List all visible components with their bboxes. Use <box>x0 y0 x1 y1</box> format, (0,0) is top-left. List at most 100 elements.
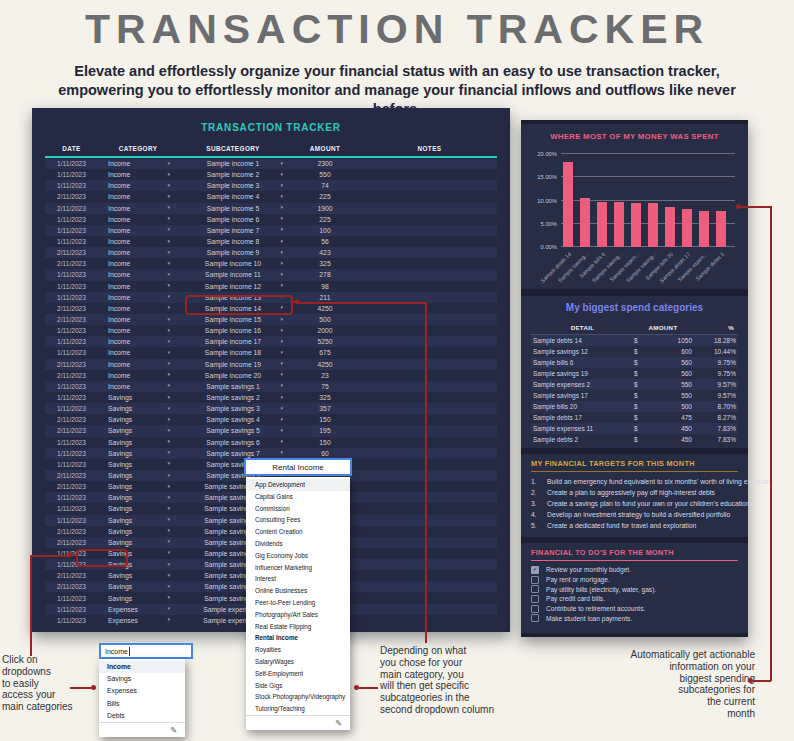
cell-category[interactable]: Income▾ <box>98 316 178 323</box>
cell-date[interactable]: 2/11/2023 <box>45 416 98 423</box>
subcategory-option[interactable]: Influencer Marketing <box>246 562 350 574</box>
cell-date[interactable]: 1/11/2023 <box>45 182 98 189</box>
dropdown-arrow-icon[interactable]: ▾ <box>280 161 283 166</box>
cell-category[interactable]: Income▾ <box>98 182 178 189</box>
cell-amount[interactable]: 195 <box>288 427 362 434</box>
cell-date[interactable]: 1/11/2023 <box>45 216 98 223</box>
cell-amount[interactable]: 100 <box>288 227 362 234</box>
cell-notes[interactable] <box>362 437 497 448</box>
category-option[interactable]: Savings <box>99 673 185 685</box>
cell-notes[interactable] <box>362 314 497 325</box>
cell-category[interactable]: Savings▾ <box>98 483 178 490</box>
cell-category[interactable]: Savings▾ <box>98 583 178 590</box>
cell-amount[interactable]: 325 <box>288 260 362 267</box>
dropdown-arrow-icon[interactable]: ▾ <box>167 295 170 300</box>
dropdown-arrow-icon[interactable]: ▾ <box>167 350 170 355</box>
dropdown-arrow-icon[interactable]: ▾ <box>280 317 283 322</box>
subcategory-option[interactable]: Rental Income <box>246 632 350 644</box>
subcategory-option[interactable]: Side Gigs <box>246 680 350 692</box>
cell-category[interactable]: Income▾ <box>98 171 178 178</box>
cell-subcategory[interactable]: Sample income 8▾ <box>178 238 288 245</box>
cell-category[interactable]: Income▾ <box>98 294 178 301</box>
cell-category[interactable]: Savings▾ <box>98 572 178 579</box>
cell-notes[interactable] <box>362 526 497 537</box>
cell-category[interactable]: Income▾ <box>98 205 178 212</box>
cell-date[interactable]: 1/11/2023 <box>45 505 98 512</box>
cell-notes[interactable] <box>362 492 497 503</box>
dropdown-arrow-icon[interactable]: ▾ <box>280 417 283 422</box>
todo-checkbox[interactable] <box>531 614 539 622</box>
cell-category[interactable]: Savings▾ <box>98 439 178 446</box>
cell-subcategory[interactable]: Sample savings 3▾ <box>178 405 288 412</box>
dropdown-arrow-icon[interactable]: ▾ <box>280 406 283 411</box>
cell-category[interactable]: Income▾ <box>98 372 178 379</box>
dropdown-arrow-icon[interactable]: ▾ <box>167 406 170 411</box>
cell-date[interactable]: 2/11/2023 <box>45 539 98 546</box>
cell-amount[interactable]: 225 <box>288 193 362 200</box>
dropdown-arrow-icon[interactable]: ▾ <box>280 428 283 433</box>
cell-date[interactable]: 2/11/2023 <box>45 472 98 479</box>
cell-subcategory[interactable]: Sample savings 6▾ <box>178 439 288 446</box>
subcategory-option[interactable]: Self-Employment <box>246 668 350 680</box>
cell-notes[interactable] <box>362 448 497 459</box>
cell-category[interactable]: Income▾ <box>98 338 178 345</box>
cell-subcategory[interactable]: Sample income 9▾ <box>178 249 288 256</box>
cell-date[interactable]: 1/11/2023 <box>45 439 98 446</box>
cell-category[interactable]: Income▾ <box>98 193 178 200</box>
cell-date[interactable]: 1/11/2023 <box>45 595 98 602</box>
cell-subcategory[interactable]: Sample income 7▾ <box>178 227 288 234</box>
edit-pencil-icon[interactable]: ✎ <box>170 725 177 735</box>
dropdown-arrow-icon[interactable]: ▾ <box>167 606 170 611</box>
cell-category[interactable]: Savings▾ <box>98 450 178 457</box>
cell-date[interactable]: 1/11/2023 <box>45 394 98 401</box>
cell-notes[interactable] <box>362 615 497 626</box>
cell-date[interactable]: 1/11/2023 <box>45 327 98 334</box>
cell-category[interactable]: Savings▾ <box>98 394 178 401</box>
cell-category[interactable]: Income▾ <box>98 305 178 312</box>
dropdown-arrow-icon[interactable]: ▾ <box>167 529 170 534</box>
category-option[interactable]: Expenses <box>99 685 185 697</box>
dropdown-arrow-icon[interactable]: ▾ <box>167 272 170 277</box>
cell-amount[interactable]: 150 <box>288 439 362 446</box>
cell-category[interactable]: Income▾ <box>98 271 178 278</box>
cell-category[interactable]: Savings▾ <box>98 405 178 412</box>
cell-subcategory[interactable]: Sample income 18▾ <box>178 349 288 356</box>
dropdown-arrow-icon[interactable]: ▾ <box>167 439 170 444</box>
cell-notes[interactable] <box>362 236 497 247</box>
dropdown-arrow-icon[interactable]: ▾ <box>280 283 283 288</box>
cell-amount[interactable]: 74 <box>288 182 362 189</box>
cell-date[interactable]: 2/11/2023 <box>45 583 98 590</box>
cell-notes[interactable] <box>362 537 497 548</box>
cell-category[interactable]: Savings▾ <box>98 416 178 423</box>
cell-date[interactable]: 2/11/2023 <box>45 572 98 579</box>
cell-category[interactable]: Savings▾ <box>98 595 178 602</box>
cell-date[interactable]: 1/11/2023 <box>45 227 98 234</box>
cell-date[interactable]: 1/11/2023 <box>45 283 98 290</box>
dropdown-arrow-icon[interactable]: ▾ <box>167 261 170 266</box>
cell-amount[interactable]: 5250 <box>288 338 362 345</box>
dropdown-arrow-icon[interactable]: ▾ <box>280 373 283 378</box>
dropdown-arrow-icon[interactable]: ▾ <box>167 417 170 422</box>
dropdown-arrow-icon[interactable]: ▾ <box>280 328 283 333</box>
cell-subcategory[interactable]: Sample savings 2▾ <box>178 394 288 401</box>
cell-amount[interactable]: 60 <box>288 450 362 457</box>
dropdown-arrow-icon[interactable]: ▾ <box>167 239 170 244</box>
dropdown-arrow-icon[interactable]: ▾ <box>167 618 170 623</box>
dropdown-arrow-icon[interactable]: ▾ <box>167 217 170 222</box>
cell-subcategory[interactable]: Sample income 20▾ <box>178 372 288 379</box>
cell-date[interactable]: 1/11/2023 <box>45 294 98 301</box>
dropdown-arrow-icon[interactable]: ▾ <box>280 361 283 366</box>
subcategory-option[interactable]: Consulting Fees <box>246 514 350 526</box>
dropdown-arrow-icon[interactable]: ▾ <box>280 205 283 210</box>
cell-category[interactable]: Income▾ <box>98 238 178 245</box>
category-option[interactable]: Debts <box>99 710 185 722</box>
dropdown-arrow-icon[interactable]: ▾ <box>167 339 170 344</box>
subcategory-option[interactable]: Photography/Art Sales <box>246 609 350 621</box>
cell-notes[interactable] <box>362 347 497 358</box>
dropdown-arrow-icon[interactable]: ▾ <box>280 439 283 444</box>
cell-notes[interactable] <box>362 425 497 436</box>
cell-category[interactable]: Expenses▾ <box>98 617 178 624</box>
dropdown-arrow-icon[interactable]: ▾ <box>280 272 283 277</box>
cell-date[interactable]: 1/11/2023 <box>45 494 98 501</box>
cell-notes[interactable] <box>362 381 497 392</box>
